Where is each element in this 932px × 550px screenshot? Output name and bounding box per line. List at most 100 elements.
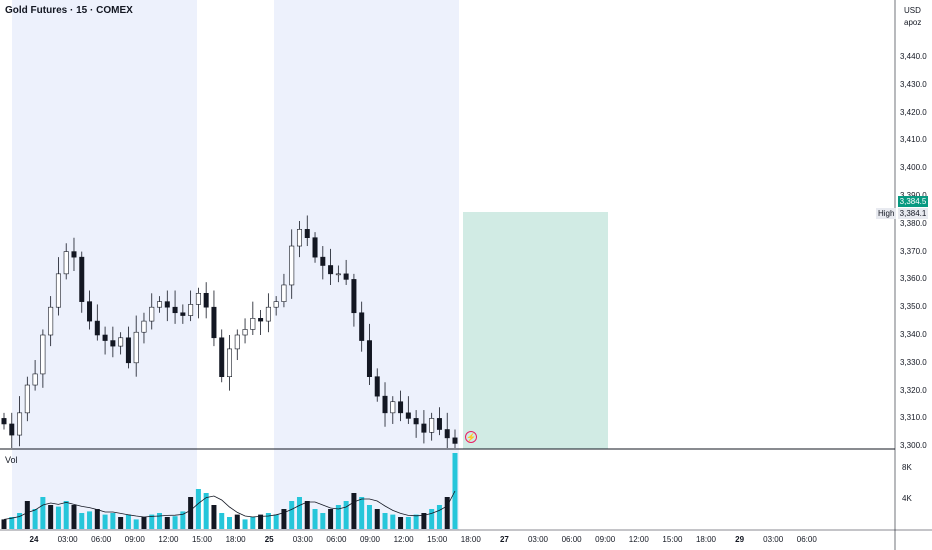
candle-body xyxy=(17,412,23,436)
volume-bar xyxy=(289,501,295,529)
candle xyxy=(405,396,411,424)
price-tick: 3,310.0 xyxy=(900,413,927,423)
volume-bar xyxy=(24,501,30,529)
currency-label[interactable]: USD xyxy=(904,6,921,15)
price-tick: 3,350.0 xyxy=(900,302,927,312)
candle xyxy=(188,290,194,322)
candle xyxy=(366,323,372,386)
time-tick: 18:00 xyxy=(460,535,481,544)
price-tick: 3,360.0 xyxy=(900,274,927,284)
volume-bars xyxy=(1,453,458,529)
volume-bar xyxy=(258,514,264,529)
candle xyxy=(40,329,46,388)
time-tick: 24 xyxy=(29,535,39,544)
candle xyxy=(211,290,217,347)
volume-bar xyxy=(390,514,396,529)
candle-body xyxy=(118,337,124,347)
price-tick: 3,300.0 xyxy=(900,441,927,451)
candles xyxy=(1,215,458,448)
candle-body xyxy=(281,284,287,302)
volume-bar xyxy=(94,509,100,529)
candle-body xyxy=(188,304,194,316)
candle xyxy=(149,293,155,330)
candle xyxy=(110,326,116,358)
volume-bar xyxy=(436,505,442,529)
time-tick: 09:00 xyxy=(359,535,381,544)
price-tick: 3,320.0 xyxy=(900,385,927,395)
candle-body xyxy=(149,306,155,322)
candle-body xyxy=(250,318,256,330)
candle xyxy=(203,282,209,319)
volume-bar xyxy=(312,509,318,529)
candle-body xyxy=(157,301,163,308)
time-tick: 03:00 xyxy=(292,535,313,544)
volume-bar xyxy=(17,513,23,529)
volume-bar xyxy=(234,514,240,529)
user-label[interactable]: apoz xyxy=(904,18,922,27)
candle-body xyxy=(79,256,85,302)
volume-bar xyxy=(164,517,170,529)
volume-bar xyxy=(366,505,372,529)
candle-body xyxy=(63,251,69,275)
candle-body xyxy=(382,395,388,414)
time-tick: 12:00 xyxy=(393,535,414,544)
candle-body xyxy=(328,265,334,275)
volume-bar xyxy=(9,517,15,529)
candle-body xyxy=(421,423,427,433)
volume-bar xyxy=(63,501,69,529)
candle-body xyxy=(366,340,372,377)
candle-body xyxy=(203,292,209,308)
candle xyxy=(219,329,225,383)
volume-bar xyxy=(1,519,7,529)
candle xyxy=(359,301,365,352)
candle-body xyxy=(335,273,341,276)
volume-bar xyxy=(265,513,271,529)
volume-pane-label: Vol xyxy=(5,455,18,465)
time-tick: 09:00 xyxy=(595,535,616,544)
volume-bar xyxy=(211,505,217,529)
time-tick: 27 xyxy=(499,535,509,544)
flash-icon[interactable]: ⚡ xyxy=(465,431,477,443)
volume-bar xyxy=(359,497,365,529)
candle-body xyxy=(289,245,295,286)
candle xyxy=(164,290,170,322)
candle xyxy=(55,257,61,316)
volume-bar xyxy=(32,509,38,529)
volume-tick: 4K xyxy=(902,494,912,503)
candle xyxy=(9,412,15,448)
candle-body xyxy=(180,312,186,316)
time-tick: 03:00 xyxy=(763,535,784,544)
candle xyxy=(71,237,77,272)
chart-title: Gold Futures · 15 · COMEX xyxy=(5,5,133,16)
candle-body xyxy=(398,401,404,414)
candle-body xyxy=(359,312,365,341)
candle-body xyxy=(320,256,326,266)
candle xyxy=(335,265,341,283)
volume-bar xyxy=(172,516,178,529)
candle-body xyxy=(32,373,38,386)
time-tick: 03:00 xyxy=(527,535,549,544)
candle-body xyxy=(94,320,100,336)
volume-bar xyxy=(188,497,194,529)
volume-bar xyxy=(250,517,256,529)
volume-bar xyxy=(273,514,279,529)
volume-bar xyxy=(398,517,404,529)
price-axis-header: USD apoz xyxy=(896,0,932,29)
time-tick: 18:00 xyxy=(225,535,246,544)
volume-bar xyxy=(87,511,93,529)
volume-bar xyxy=(195,489,201,529)
candle-body xyxy=(429,418,435,433)
price-tick: 3,420.0 xyxy=(900,107,927,117)
candle xyxy=(436,407,442,436)
candle xyxy=(133,315,139,377)
time-tick: 06:00 xyxy=(796,535,817,544)
candle xyxy=(227,335,233,391)
volume-bar xyxy=(382,513,388,529)
price-tick: 3,440.0 xyxy=(900,52,927,61)
volume-bar xyxy=(40,497,46,529)
time-tick: 06:00 xyxy=(91,535,112,544)
price-tick: 3,410.0 xyxy=(900,135,927,145)
candle xyxy=(258,309,264,335)
volume-bar xyxy=(227,517,232,529)
